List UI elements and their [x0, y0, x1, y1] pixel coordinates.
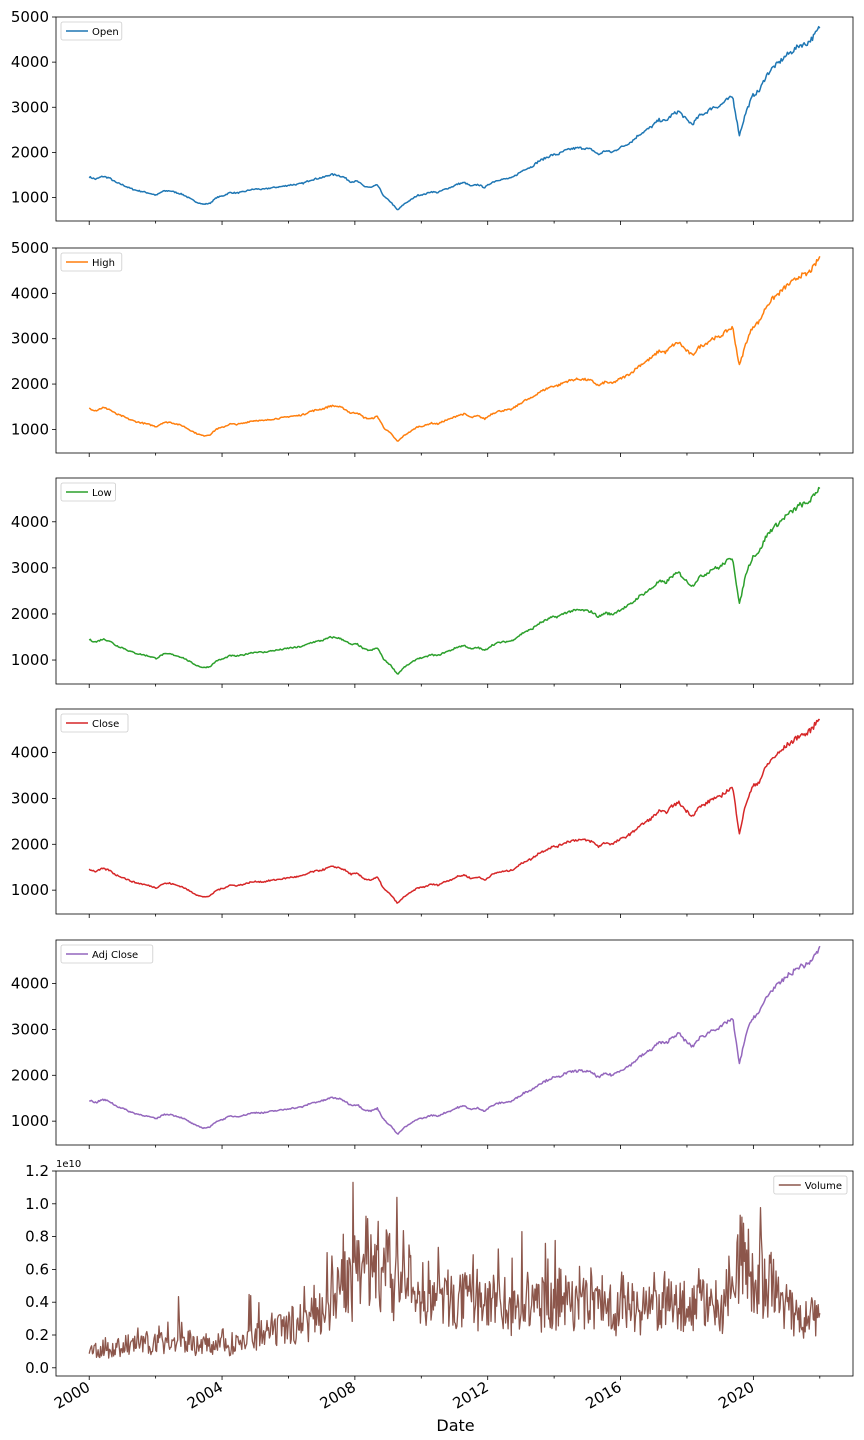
y-tick-label: 1.2: [25, 1162, 49, 1180]
x-tick-label: 2016: [582, 1378, 624, 1413]
y-tick-label: 2000: [11, 835, 49, 853]
legend-box: [60, 944, 154, 964]
axes-frame: [55, 939, 854, 1146]
series-line: [88, 256, 821, 442]
axes-frame: [55, 708, 854, 915]
y-tick-label: 5000: [11, 8, 49, 26]
subplot-high: 1000 2000 3000 4000 5000 High: [11, 239, 854, 457]
y-tick-label: 0.8: [25, 1228, 49, 1246]
axes-frame: [55, 16, 854, 222]
subplot-close: 1000 2000 3000 4000 Close: [11, 708, 854, 918]
series-line: [89, 945, 821, 1135]
x-tick-label: 2000: [51, 1378, 93, 1413]
y-tick-label: 4000: [11, 975, 49, 993]
legend-box: [60, 252, 123, 272]
y-tick-label: 0.4: [25, 1293, 49, 1311]
legend-label: Close: [92, 719, 119, 730]
y-tick-label: 4000: [11, 513, 49, 531]
legend-label: High: [92, 258, 115, 269]
y-tick-label: 2000: [11, 605, 49, 623]
legend-label: Volume: [805, 1181, 842, 1192]
x-tick-label: 2012: [450, 1378, 492, 1413]
series-line: [88, 1181, 821, 1359]
legend-label: Adj Close: [92, 950, 138, 961]
y-tick-label: 0.2: [25, 1326, 49, 1344]
y-tick-label: 4000: [11, 284, 49, 302]
y-tick-label: 1000: [11, 420, 49, 438]
y-tick-label: 5000: [11, 239, 49, 257]
y-tick-label: 2000: [11, 1066, 49, 1084]
subplot-volume: 0.0 0.2 0.4 0.6 0.8 1.0 1.2 Volume 1e10 2000 2004 2…: [25, 1159, 854, 1435]
axes-frame: [55, 477, 854, 685]
series-line: [88, 486, 821, 675]
axes-frame: [55, 247, 854, 454]
axes-frame: [55, 1170, 854, 1377]
x-axis-label: Date: [436, 1416, 474, 1435]
subplot-low: 1000 2000 3000 4000 Low: [11, 477, 854, 688]
y-tick-label: 1.0: [25, 1195, 49, 1213]
y-tick-label: 0.6: [25, 1260, 49, 1278]
y-tick-label: 1000: [11, 189, 49, 207]
y-tick-label: 3000: [11, 559, 49, 577]
legend-box: [60, 21, 123, 41]
y-tick-label: 4000: [11, 744, 49, 762]
y-tick-label: 1000: [11, 1112, 49, 1130]
series-line: [88, 718, 820, 904]
legend-label: Open: [92, 27, 119, 38]
y-tick-label: 1000: [11, 881, 49, 899]
series-line: [88, 25, 821, 211]
x-tick-label: 2004: [184, 1378, 226, 1413]
legend-box: [60, 713, 129, 733]
subplot-adj-close: 1000 2000 3000 4000 Adj Close: [11, 939, 854, 1149]
legend-box: [60, 482, 116, 502]
x-tick-label: 2020: [715, 1378, 757, 1413]
x-tick-label: 2008: [317, 1378, 359, 1413]
y-tick-label: 3000: [11, 330, 49, 348]
y-tick-label: 2000: [11, 143, 49, 161]
y-tick-label: 3000: [11, 98, 49, 116]
y-tick-label: 4000: [11, 53, 49, 71]
y-tick-label: 0.0: [25, 1359, 49, 1377]
y-tick-label: 3000: [11, 1020, 49, 1038]
y-tick-label: 3000: [11, 789, 49, 807]
legend-box: [773, 1175, 848, 1195]
offset-text: 1e10: [56, 1159, 81, 1170]
y-tick-label: 1000: [11, 651, 49, 669]
subplot-open: 1000 2000 3000 4000 5000 Open: [11, 8, 854, 225]
y-tick-label: 2000: [11, 375, 49, 393]
legend-label: Low: [92, 488, 112, 499]
